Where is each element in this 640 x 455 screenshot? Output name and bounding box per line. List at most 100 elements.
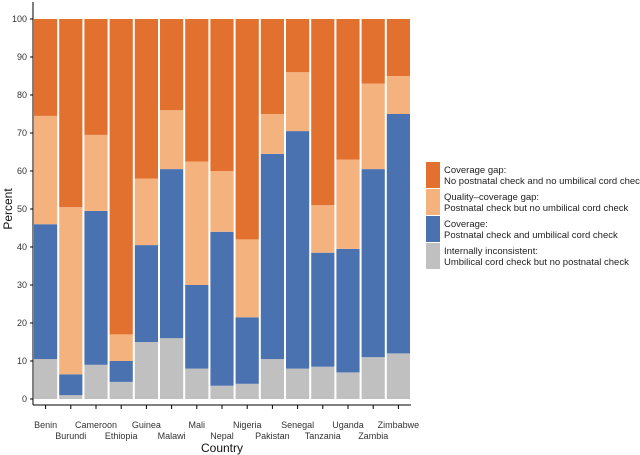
y-tick-label: 40 — [17, 242, 27, 252]
bar-segment-pakistan-0 — [260, 359, 284, 399]
bar-segment-zambia-0 — [361, 357, 385, 399]
bar-segment-guinea-0 — [134, 342, 158, 399]
y-tick-label: 10 — [17, 356, 27, 366]
bar-segment-nepal-2 — [210, 171, 234, 232]
bar-segment-senegal-3 — [286, 19, 310, 73]
bar-segment-ethiopia-0 — [109, 381, 133, 399]
bar-segment-zimbabwe-2 — [386, 76, 410, 114]
bar-segment-benin-0 — [34, 359, 58, 399]
bar-segment-ethiopia-1 — [109, 361, 133, 382]
bar-segment-nigeria-3 — [235, 19, 259, 240]
bar-segment-uganda-1 — [336, 248, 360, 373]
x-tick-label-burundi: Burundi — [55, 431, 86, 441]
bar-segment-zambia-2 — [361, 83, 385, 170]
legend-swatch-2 — [426, 216, 440, 242]
legend-label-desc: Postnatal check but no umbilical cord ch… — [444, 203, 629, 214]
y-tick-label: 100 — [12, 14, 27, 24]
bar-segment-burundi-0 — [59, 395, 83, 399]
bar-segment-pakistan-3 — [260, 19, 284, 114]
legend-label-title: Coverage: — [444, 219, 488, 230]
bar-segment-guinea-3 — [134, 19, 158, 179]
bar-segment-tanzania-0 — [311, 366, 335, 399]
bar-segment-senegal-1 — [286, 131, 310, 369]
bar-segment-zambia-1 — [361, 169, 385, 358]
legend-label-desc: Umbilical cord check but no postnatal ch… — [444, 257, 629, 268]
bar-segment-nigeria-1 — [235, 317, 259, 384]
bar-segment-zambia-3 — [361, 19, 385, 84]
bar-segment-nepal-1 — [210, 231, 234, 386]
bar-segment-uganda-0 — [336, 372, 360, 399]
bar-segment-zimbabwe-0 — [386, 353, 410, 399]
y-tick-label: 90 — [17, 52, 27, 62]
y-tick-label: 20 — [17, 318, 27, 328]
bar-segment-guinea-1 — [134, 245, 158, 342]
bar-segment-nigeria-2 — [235, 239, 259, 318]
bar-segment-mali-1 — [185, 285, 209, 369]
bar-segment-cameroon-1 — [84, 210, 108, 365]
bar-segment-cameroon-2 — [84, 134, 108, 211]
bar-segment-mali-2 — [185, 161, 209, 285]
legend-label-title: Quality–coverage gap: — [444, 192, 539, 203]
legend-label-desc: No postnatal check and no umbilical cord… — [444, 176, 640, 187]
bar-segment-malawi-0 — [160, 338, 184, 399]
x-tick-label-senegal: Senegal — [281, 420, 314, 430]
bar-segment-burundi-2 — [59, 207, 83, 375]
y-tick-label: 50 — [17, 204, 27, 214]
x-tick-label-zambia: Zambia — [358, 431, 388, 441]
bar-segment-malawi-2 — [160, 110, 184, 170]
legend: Coverage gap:No postnatal check and no u… — [426, 162, 640, 269]
x-tick-label-tanzania: Tanzania — [305, 431, 341, 441]
bar-segment-zimbabwe-1 — [386, 114, 410, 354]
y-tick-label: 30 — [17, 280, 27, 290]
bar-segment-uganda-3 — [336, 19, 360, 160]
x-tick-label-zimbabwe: Zimbabwe — [378, 420, 420, 430]
x-tick-label-malawi: Malawi — [158, 431, 186, 441]
bar-segment-cameroon-0 — [84, 364, 108, 399]
bar-segment-pakistan-2 — [260, 114, 284, 154]
bar-segment-senegal-2 — [286, 72, 310, 132]
x-tick-label-nepal: Nepal — [210, 431, 234, 441]
bar-segment-zimbabwe-3 — [386, 19, 410, 76]
bar-segment-nepal-0 — [210, 385, 234, 399]
bar-segment-ethiopia-3 — [109, 19, 133, 335]
x-tick-label-cameroon: Cameroon — [75, 420, 117, 430]
bar-segment-senegal-0 — [286, 368, 310, 399]
bar-segment-benin-1 — [34, 224, 58, 360]
x-tick-label-nigeria: Nigeria — [233, 420, 262, 430]
x-tick-label-pakistan: Pakistan — [255, 431, 290, 441]
x-tick-label-benin: Benin — [34, 420, 57, 430]
bar-segment-nepal-3 — [210, 19, 234, 171]
y-tick-label: 80 — [17, 90, 27, 100]
bar-segment-tanzania-3 — [311, 19, 335, 206]
bar-segment-guinea-2 — [134, 178, 158, 246]
bar-segment-malawi-3 — [160, 19, 184, 111]
bar-segment-ethiopia-2 — [109, 334, 133, 361]
legend-swatch-0 — [426, 162, 440, 188]
y-tick-label: 0 — [22, 394, 27, 404]
bar-segment-nigeria-0 — [235, 383, 259, 399]
y-axis-title: Percent — [1, 188, 15, 230]
y-tick-label: 70 — [17, 128, 27, 138]
legend-label-title: Coverage gap: — [444, 165, 506, 176]
bar-segment-benin-2 — [34, 115, 58, 225]
bar-segment-benin-3 — [34, 19, 58, 116]
bar-segment-malawi-1 — [160, 169, 184, 339]
bar-segment-mali-3 — [185, 19, 209, 162]
x-tick-label-uganda: Uganda — [332, 420, 364, 430]
bar-segment-cameroon-3 — [84, 19, 108, 135]
legend-label-title: Internally inconsistent: — [444, 246, 538, 257]
bar-segment-burundi-3 — [59, 19, 83, 208]
x-tick-label-ethiopia: Ethiopia — [105, 431, 138, 441]
legend-swatch-3 — [426, 243, 440, 269]
bar-segment-pakistan-1 — [260, 153, 284, 360]
x-axis-title: Country — [201, 441, 243, 455]
bar-segment-tanzania-2 — [311, 205, 335, 253]
legend-swatch-1 — [426, 189, 440, 215]
bar-segment-uganda-2 — [336, 159, 360, 249]
bar-segment-tanzania-1 — [311, 252, 335, 367]
x-tick-label-guinea: Guinea — [132, 420, 161, 430]
x-tick-label-mali: Mali — [189, 420, 206, 430]
legend-label-desc: Postnatal check and umbilical cord check — [444, 230, 618, 241]
bar-segment-mali-0 — [185, 368, 209, 399]
